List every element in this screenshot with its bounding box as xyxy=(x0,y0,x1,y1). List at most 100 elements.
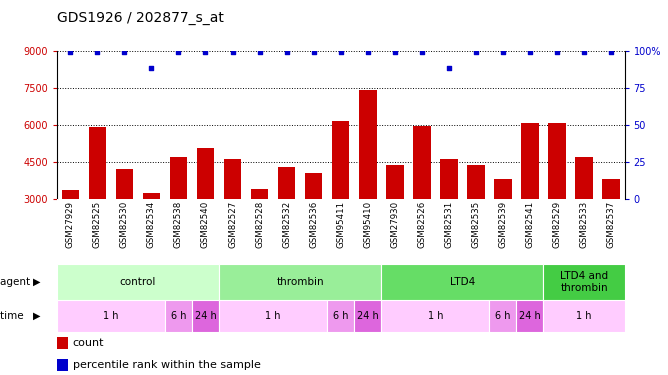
Text: GSM82529: GSM82529 xyxy=(552,201,562,248)
Bar xyxy=(544,264,625,300)
Point xyxy=(146,65,157,71)
Bar xyxy=(224,159,241,199)
Bar xyxy=(57,300,165,332)
Bar xyxy=(332,121,349,199)
Bar xyxy=(521,123,538,199)
Point xyxy=(281,49,292,55)
Bar xyxy=(490,300,516,332)
Text: GSM82526: GSM82526 xyxy=(418,201,426,248)
Bar xyxy=(490,199,516,264)
Text: GSM82528: GSM82528 xyxy=(255,201,264,248)
Text: GSM82534: GSM82534 xyxy=(147,201,156,248)
Bar xyxy=(196,148,214,199)
Bar xyxy=(165,300,192,332)
Bar xyxy=(603,179,620,199)
Point xyxy=(498,49,508,55)
Bar xyxy=(462,199,490,264)
Bar xyxy=(544,199,570,264)
Point xyxy=(389,49,400,55)
Text: 1 h: 1 h xyxy=(265,311,281,321)
Text: GDS1926 / 202877_s_at: GDS1926 / 202877_s_at xyxy=(57,11,224,25)
Bar xyxy=(570,199,598,264)
Text: LTD4 and
thrombin: LTD4 and thrombin xyxy=(560,272,608,293)
Bar xyxy=(57,199,84,264)
Bar xyxy=(598,199,625,264)
Text: time: time xyxy=(0,311,27,321)
Bar xyxy=(219,300,327,332)
Text: 24 h: 24 h xyxy=(519,311,541,321)
Point xyxy=(578,49,589,55)
Text: GSM82540: GSM82540 xyxy=(201,201,210,248)
Bar xyxy=(494,179,512,199)
Point xyxy=(227,49,238,55)
Text: count: count xyxy=(73,338,104,348)
Text: ▶: ▶ xyxy=(33,311,41,321)
Text: GSM82536: GSM82536 xyxy=(309,201,318,248)
Bar xyxy=(84,199,111,264)
Text: 1 h: 1 h xyxy=(428,311,443,321)
Bar xyxy=(61,190,79,199)
Text: GSM82533: GSM82533 xyxy=(580,201,589,248)
Text: GSM82531: GSM82531 xyxy=(444,201,454,248)
Text: LTD4: LTD4 xyxy=(450,277,475,287)
Bar xyxy=(327,300,354,332)
Bar xyxy=(89,127,106,199)
Text: 6 h: 6 h xyxy=(171,311,186,321)
Bar xyxy=(354,300,381,332)
Bar xyxy=(116,169,133,199)
Point xyxy=(200,49,211,55)
Point xyxy=(255,49,265,55)
Point xyxy=(606,49,617,55)
Text: GSM82532: GSM82532 xyxy=(282,201,291,248)
Point xyxy=(173,49,184,55)
Point xyxy=(335,49,346,55)
Bar xyxy=(143,193,160,199)
Bar xyxy=(111,199,138,264)
Bar xyxy=(354,199,381,264)
Text: control: control xyxy=(120,277,156,287)
Point xyxy=(416,49,427,55)
Bar xyxy=(359,90,377,199)
Bar xyxy=(57,337,68,349)
Text: GSM82530: GSM82530 xyxy=(120,201,129,248)
Bar xyxy=(516,300,544,332)
Text: GSM82541: GSM82541 xyxy=(526,201,534,248)
Text: thrombin: thrombin xyxy=(277,277,324,287)
Bar xyxy=(381,199,408,264)
Point xyxy=(119,49,130,55)
Point xyxy=(470,49,481,55)
Bar xyxy=(386,165,403,199)
Text: GSM82535: GSM82535 xyxy=(472,201,480,248)
Point xyxy=(552,49,562,55)
Bar xyxy=(278,166,295,199)
Bar xyxy=(219,264,381,300)
Bar xyxy=(165,199,192,264)
Bar xyxy=(192,300,219,332)
Bar xyxy=(300,199,327,264)
Text: GSM95411: GSM95411 xyxy=(336,201,345,248)
Bar xyxy=(250,189,269,199)
Text: GSM82525: GSM82525 xyxy=(93,201,102,248)
Bar xyxy=(467,165,485,199)
Text: 1 h: 1 h xyxy=(103,311,119,321)
Point xyxy=(92,49,103,55)
Bar xyxy=(138,199,165,264)
Bar xyxy=(548,123,566,199)
Bar xyxy=(544,300,625,332)
Bar xyxy=(408,199,436,264)
Point xyxy=(524,49,535,55)
Text: GSM82527: GSM82527 xyxy=(228,201,237,248)
Bar xyxy=(192,199,219,264)
Text: GSM27930: GSM27930 xyxy=(390,201,399,248)
Bar xyxy=(381,300,490,332)
Bar xyxy=(170,157,187,199)
Bar xyxy=(516,199,544,264)
Text: 24 h: 24 h xyxy=(194,311,216,321)
Text: GSM95410: GSM95410 xyxy=(363,201,372,248)
Point xyxy=(444,65,454,71)
Bar xyxy=(219,199,246,264)
Bar xyxy=(440,159,458,199)
Text: GSM82538: GSM82538 xyxy=(174,201,183,248)
Bar xyxy=(246,199,273,264)
Point xyxy=(65,49,75,55)
